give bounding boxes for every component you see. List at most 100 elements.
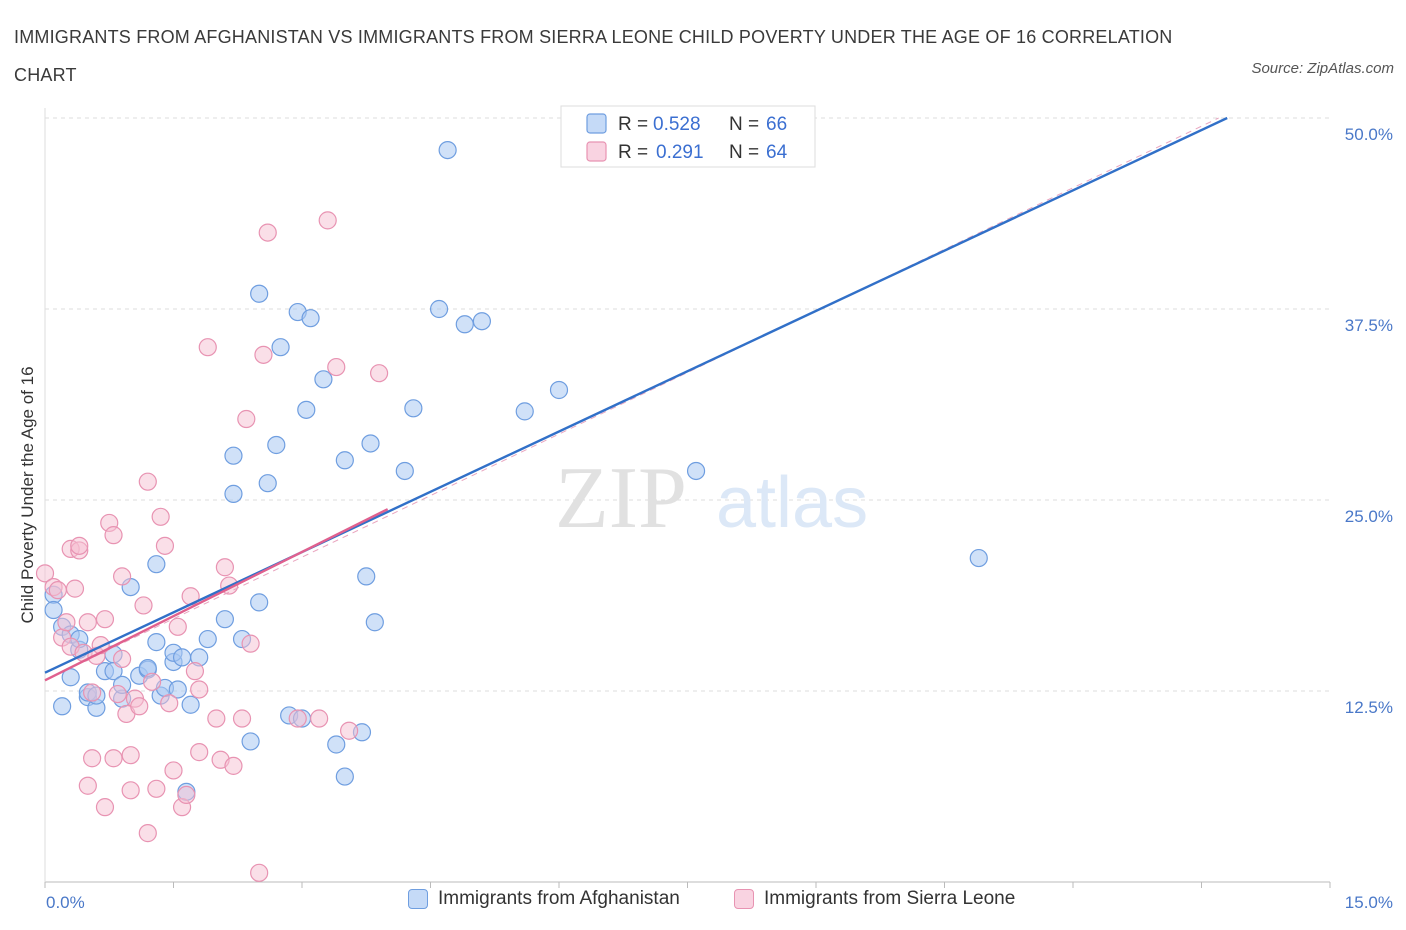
afghanistan-point <box>455 315 474 334</box>
legend-r-value-sierra-leone: 0.291 <box>656 142 704 163</box>
sierra-leone-point <box>83 683 102 702</box>
legend-r-value-afghanistan: 0.528 <box>653 114 701 135</box>
sierra-leone-point <box>35 564 55 583</box>
sierra-leone-point <box>241 634 260 653</box>
legend-swatch-afghanistan <box>586 113 607 134</box>
sierra-leone-point <box>370 364 389 383</box>
afghanistan-trend-line <box>44 116 1228 674</box>
legend-r-label: R = <box>618 114 648 135</box>
y-tick-label: 12.5% <box>1345 698 1393 717</box>
sierra-leone-point <box>164 761 183 780</box>
sierra-leone-point <box>134 596 153 615</box>
bottom-legend-sierra-leone: Immigrants from Sierra Leone <box>734 888 1015 910</box>
afghanistan-point <box>404 399 423 418</box>
afghanistan-point <box>224 484 243 503</box>
y-tick-label: 50.0% <box>1345 125 1393 144</box>
sierra-leone-point <box>104 526 123 545</box>
afghanistan-point <box>686 461 706 481</box>
sierra-leone-point <box>121 781 140 800</box>
sierra-leone-point <box>78 776 97 795</box>
afghanistan-point <box>314 370 333 389</box>
sierra-leone-point <box>57 613 76 632</box>
legend-r-label: R = <box>618 142 648 163</box>
sierra-leone-point <box>258 223 277 242</box>
sierra-leone-point <box>160 694 179 713</box>
legend-n-value-afghanistan: 66 <box>766 114 787 135</box>
trend-lines <box>44 116 1228 682</box>
sierra-leone-point <box>138 472 157 491</box>
sierra-leone-point <box>130 697 149 716</box>
afghanistan-point <box>147 633 166 652</box>
afghanistan-point <box>438 140 457 160</box>
afghanistan-point <box>44 600 63 620</box>
sierra-leone-point <box>147 779 166 798</box>
afghanistan-point <box>361 434 380 453</box>
bottom-legend-label-afghanistan: Immigrants from Afghanistan <box>438 888 680 909</box>
chart-title: IMMIGRANTS FROM AFGHANISTAN VS IMMIGRANT… <box>14 27 1173 85</box>
afghanistan-point <box>172 648 192 667</box>
afghanistan-point <box>357 567 376 586</box>
sierra-leone-point <box>215 558 234 577</box>
sierra-leone-point <box>327 357 346 377</box>
sierra-leone-points <box>35 211 389 882</box>
x-tick-label: 15.0% <box>1345 893 1393 912</box>
afghanistan-point <box>297 400 316 419</box>
afghanistan-point <box>365 613 384 632</box>
afghanistan-point <box>271 338 290 357</box>
sierra-leone-point <box>190 743 209 762</box>
watermark: ZIP atlas <box>555 450 868 547</box>
bottom-legend-label-sierra-leone: Immigrants from Sierra Leone <box>764 888 1016 909</box>
sierra-leone-point <box>224 756 243 775</box>
sierra-leone-point <box>121 746 140 765</box>
watermark-zip: ZIP <box>555 450 687 547</box>
sierra-leone-point <box>207 709 226 728</box>
sierra-leone-point <box>237 409 256 429</box>
afghanistan-point <box>327 735 346 754</box>
bottom-legend-afghanistan: Immigrants from Afghanistan <box>408 888 680 910</box>
x-tick-label: 0.0% <box>46 893 85 912</box>
sierra-leone-point <box>83 749 102 768</box>
sierra-leone-point <box>310 709 329 728</box>
sierra-leone-point <box>95 610 115 629</box>
sierra-leone-point <box>70 536 89 555</box>
legend-n-label: N = <box>729 142 759 163</box>
bottom-legend-swatch-afghanistan <box>408 889 428 909</box>
y-tick-label: 25.0% <box>1345 507 1393 526</box>
sierra-leone-point <box>155 536 175 555</box>
legend-swatch-sierra-leone <box>586 141 607 162</box>
sierra-leone-point <box>254 345 273 364</box>
sierra-leone-point <box>108 684 127 704</box>
afghanistan-point <box>395 461 414 481</box>
afghanistan-point <box>250 593 269 612</box>
sierra-leone-point <box>185 662 205 681</box>
sierra-leone-trend-extension <box>44 117 1219 681</box>
legend-n-value-sierra-leone: 64 <box>766 142 788 163</box>
sierra-leone-point <box>198 338 217 357</box>
sierra-leone-point <box>138 824 157 843</box>
afghanistan-point <box>335 767 354 786</box>
sierra-leone-point <box>104 749 123 768</box>
sierra-leone-point <box>48 581 67 600</box>
afghanistan-point <box>215 610 234 629</box>
afghanistan-point <box>301 309 320 328</box>
y-axis-label: Child Poverty Under the Age of 16 <box>18 366 37 623</box>
sierra-leone-point <box>177 785 196 805</box>
sierra-leone-point <box>288 709 307 728</box>
afghanistan-point <box>472 312 491 331</box>
sierra-leone-point <box>95 798 115 817</box>
sierra-leone-point <box>78 613 97 632</box>
grid-lines <box>45 117 1330 692</box>
sierra-leone-trend-line <box>44 508 389 682</box>
sierra-leone-point <box>112 567 132 586</box>
sierra-leone-point <box>250 863 269 882</box>
legend-n-label: N = <box>729 114 759 135</box>
sierra-leone-point <box>340 721 359 740</box>
afghanistan-point <box>258 474 277 493</box>
watermark-atlas: atlas <box>716 463 868 543</box>
afghanistan-point <box>549 380 569 400</box>
axes <box>44 108 1331 888</box>
afghanistan-point <box>335 451 354 470</box>
afghanistan-point <box>224 446 243 465</box>
afghanistan-point <box>241 732 260 751</box>
